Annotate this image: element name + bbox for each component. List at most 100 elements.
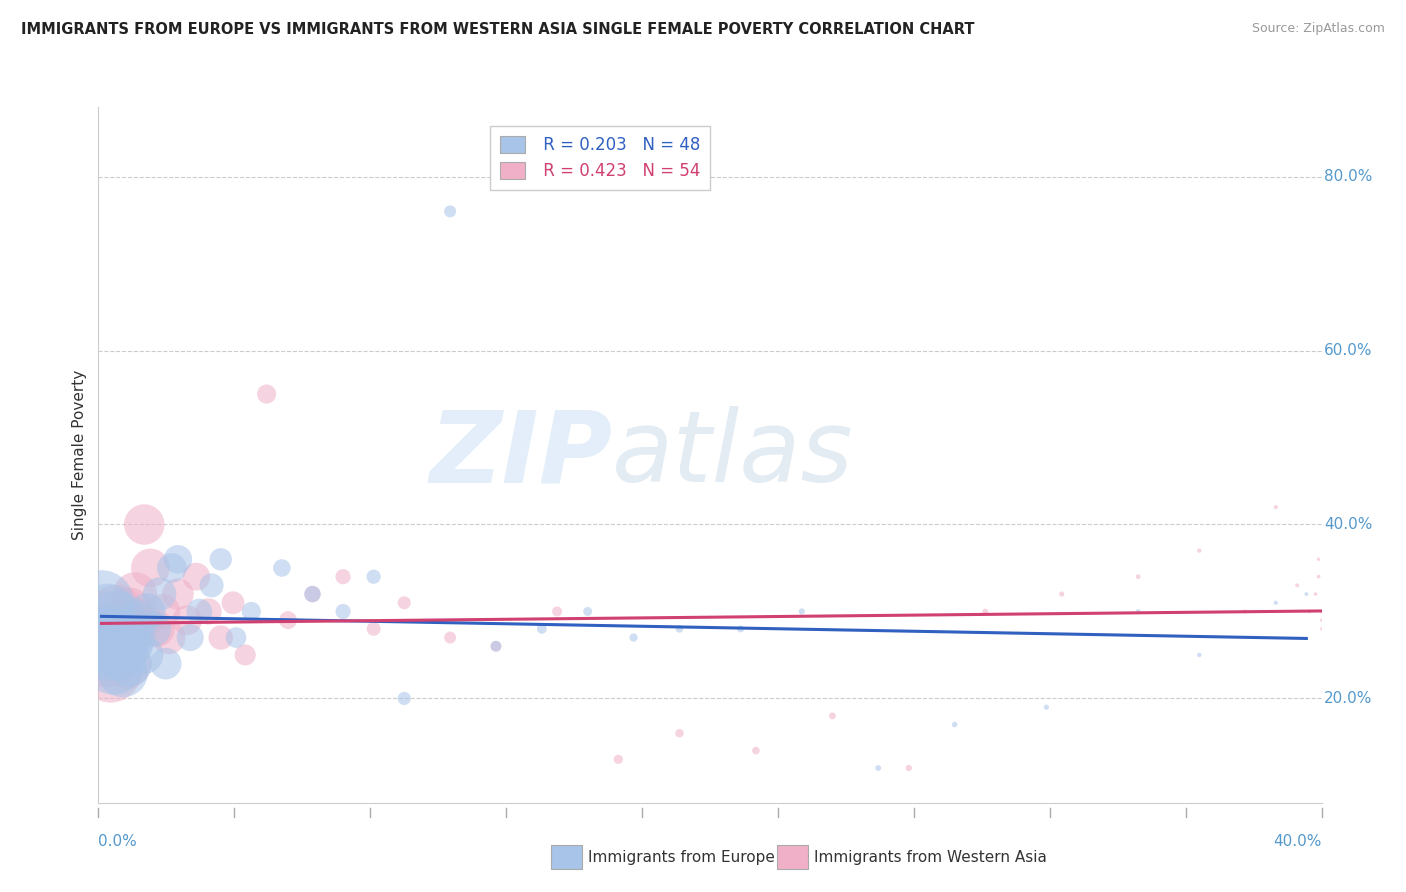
- Point: [134, 517, 156, 532]
- Point: [485, 639, 508, 653]
- Text: 0.0%: 0.0%: [98, 834, 138, 849]
- Point: [108, 648, 131, 662]
- Point: [225, 631, 247, 645]
- Point: [1310, 605, 1333, 619]
- Point: [1188, 543, 1211, 558]
- Point: [115, 657, 138, 671]
- Point: [152, 605, 174, 619]
- Point: [1128, 570, 1150, 584]
- Point: [439, 631, 461, 645]
- Point: [97, 648, 120, 662]
- Point: [105, 613, 128, 627]
- Point: [108, 648, 131, 662]
- Point: [1295, 587, 1317, 601]
- Point: [121, 639, 143, 653]
- Point: [607, 752, 630, 766]
- Point: [868, 761, 890, 775]
- Point: [668, 726, 690, 740]
- Point: [209, 631, 232, 645]
- Point: [790, 605, 813, 619]
- Point: [118, 657, 141, 671]
- Point: [121, 622, 143, 636]
- Point: [155, 657, 177, 671]
- Point: [97, 648, 120, 662]
- Point: [1286, 578, 1309, 592]
- Point: [157, 631, 180, 645]
- Point: [1234, 605, 1257, 619]
- Point: [332, 605, 354, 619]
- Point: [197, 605, 219, 619]
- Point: [90, 631, 112, 645]
- Point: [118, 605, 141, 619]
- Text: 80.0%: 80.0%: [1324, 169, 1372, 184]
- Point: [897, 761, 920, 775]
- Point: [167, 552, 190, 566]
- Point: [363, 570, 385, 584]
- Point: [124, 587, 146, 601]
- Point: [439, 204, 461, 219]
- Point: [1305, 587, 1327, 601]
- Point: [209, 552, 232, 566]
- Point: [142, 622, 165, 636]
- Point: [100, 665, 122, 680]
- Point: [943, 717, 966, 731]
- Text: Source: ZipAtlas.com: Source: ZipAtlas.com: [1251, 22, 1385, 36]
- Point: [240, 605, 263, 619]
- Point: [1308, 570, 1330, 584]
- Point: [530, 622, 553, 636]
- Point: [93, 631, 115, 645]
- Point: [546, 605, 568, 619]
- Text: Immigrants from Europe: Immigrants from Europe: [588, 849, 775, 864]
- Point: [332, 570, 354, 584]
- Point: [115, 631, 138, 645]
- Point: [105, 605, 128, 619]
- Point: [103, 639, 125, 653]
- Point: [1264, 500, 1286, 514]
- Text: 60.0%: 60.0%: [1324, 343, 1372, 358]
- Text: 40.0%: 40.0%: [1274, 834, 1322, 849]
- Point: [256, 387, 278, 401]
- Point: [222, 596, 245, 610]
- Point: [392, 691, 416, 706]
- Point: [186, 570, 208, 584]
- Point: [1308, 552, 1330, 566]
- Text: 20.0%: 20.0%: [1324, 691, 1372, 706]
- Y-axis label: Single Female Poverty: Single Female Poverty: [72, 370, 87, 540]
- Point: [1050, 587, 1073, 601]
- Point: [111, 631, 134, 645]
- Legend:  R = 0.203   N = 48,  R = 0.423   N = 54: R = 0.203 N = 48, R = 0.423 N = 54: [489, 126, 710, 191]
- Point: [270, 561, 292, 575]
- Point: [90, 596, 112, 610]
- Point: [277, 613, 299, 627]
- Point: [100, 622, 122, 636]
- Point: [301, 587, 323, 601]
- Point: [149, 587, 172, 601]
- Point: [623, 631, 645, 645]
- Point: [129, 613, 152, 627]
- Point: [97, 605, 120, 619]
- Point: [1298, 605, 1320, 619]
- Point: [160, 561, 183, 575]
- Text: IMMIGRANTS FROM EUROPE VS IMMIGRANTS FROM WESTERN ASIA SINGLE FEMALE POVERTY COR: IMMIGRANTS FROM EUROPE VS IMMIGRANTS FRO…: [21, 22, 974, 37]
- Point: [745, 744, 768, 758]
- Point: [136, 605, 159, 619]
- Point: [730, 622, 752, 636]
- Point: [233, 648, 256, 662]
- Point: [93, 613, 115, 627]
- Bar: [551, 845, 582, 869]
- Bar: [778, 845, 808, 869]
- Point: [100, 622, 122, 636]
- Point: [103, 639, 125, 653]
- Point: [1310, 622, 1333, 636]
- Point: [124, 631, 146, 645]
- Point: [188, 605, 211, 619]
- Point: [1310, 613, 1333, 627]
- Point: [576, 605, 599, 619]
- Point: [392, 596, 416, 610]
- Point: [1035, 700, 1057, 714]
- Point: [821, 708, 844, 723]
- Text: ZIP: ZIP: [429, 407, 612, 503]
- Point: [1128, 605, 1150, 619]
- Text: atlas: atlas: [612, 407, 853, 503]
- Point: [127, 613, 149, 627]
